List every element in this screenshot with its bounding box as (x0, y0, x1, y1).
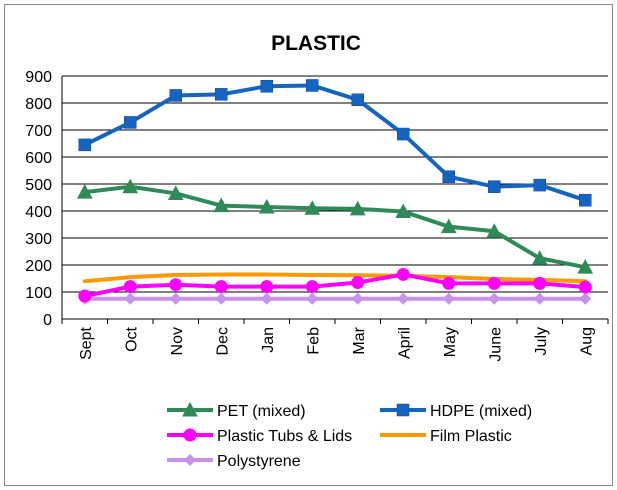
data-point (78, 289, 92, 303)
y-tick-label: 600 (25, 150, 52, 167)
data-point (579, 193, 592, 207)
y-tick-label: 900 (25, 69, 52, 86)
data-point (76, 184, 93, 199)
data-point (396, 267, 410, 281)
y-tick-label: 200 (25, 258, 52, 275)
chart-title: PLASTIC (271, 32, 361, 55)
legend-entry: Plastic Tubs & Lids (167, 428, 352, 445)
data-point (304, 200, 321, 215)
data-point (440, 218, 457, 234)
data-point (531, 250, 548, 265)
x-axis: Sept Oct Nov Dec Jan Feb Mar April May June July Au… (61, 318, 609, 362)
x-tick-label: Nov (169, 327, 186, 355)
data-point (488, 180, 501, 193)
legend-entry: HDPE (mixed) (380, 403, 532, 420)
data-point (533, 178, 546, 192)
legend-entry: PET (mixed) (167, 401, 306, 420)
data-point (260, 280, 274, 294)
data-point (533, 276, 547, 290)
data-point (396, 403, 410, 417)
y-tick-label: 0 (43, 312, 52, 329)
x-tick-label: May (442, 327, 459, 357)
legend-label: Polystyrene (217, 453, 301, 470)
data-point (124, 292, 137, 305)
y-tick-label: 400 (25, 204, 52, 221)
data-point (184, 454, 196, 466)
data-point (578, 280, 592, 294)
data-point (183, 428, 197, 442)
legend: PET (mixed) HDPE (mixed) Plastic Tubs & Li… (167, 401, 532, 470)
x-tick-label: Feb (305, 327, 322, 355)
data-point (486, 223, 503, 238)
series-plastic-tubs-lids (78, 267, 592, 303)
data-point (579, 292, 592, 305)
data-point (533, 292, 546, 305)
y-tick-label: 800 (25, 96, 52, 113)
data-point (124, 116, 137, 129)
y-axis: 0 100 200 300 400 500 600 700 800 900 (25, 69, 63, 329)
series-line (82, 272, 588, 284)
data-point (351, 93, 364, 107)
data-point (442, 276, 456, 290)
data-point (306, 79, 319, 92)
data-point (442, 170, 455, 183)
y-tick-label: 300 (25, 231, 52, 248)
data-point (123, 280, 137, 294)
data-point (397, 127, 410, 141)
data-point (213, 197, 230, 213)
data-point (122, 178, 139, 194)
data-point (258, 198, 275, 214)
x-tick-label: Sept (78, 326, 95, 359)
data-point (214, 280, 228, 294)
data-point (488, 292, 501, 305)
data-point (78, 138, 91, 152)
data-point (182, 401, 198, 417)
x-tick-label: July (533, 327, 550, 355)
x-tick-label: Aug (578, 327, 595, 355)
data-point (351, 276, 365, 290)
series-group (76, 79, 594, 305)
data-point (167, 185, 184, 200)
legend-label: PET (mixed) (217, 403, 306, 420)
x-tick-label: Mar (351, 326, 368, 354)
series-line (82, 272, 588, 299)
data-point (260, 292, 273, 305)
legend-entry: Polystyrene (167, 453, 301, 470)
data-point (397, 292, 410, 305)
data-point (260, 80, 273, 93)
legend-label: Film Plastic (430, 428, 512, 445)
series-film-plastic (82, 272, 588, 284)
data-point (349, 200, 366, 216)
data-point (215, 292, 228, 305)
series-hdpe-mixed (78, 79, 592, 207)
x-tick-label: Dec (214, 327, 231, 355)
series-line (82, 184, 588, 270)
legend-label: Plastic Tubs & Lids (217, 428, 352, 445)
data-point (215, 88, 228, 101)
series-pet-mixed (76, 178, 594, 274)
x-tick-label: Jan (260, 327, 277, 353)
series-line (82, 83, 588, 203)
data-point (306, 292, 319, 305)
data-point (577, 259, 594, 274)
x-tick-label: April (396, 327, 413, 359)
x-tick-label: June (487, 327, 504, 362)
data-point (169, 89, 182, 102)
data-point (442, 292, 455, 305)
x-tick-label: Oct (123, 326, 140, 351)
data-point (487, 276, 501, 290)
legend-label: HDPE (mixed) (430, 403, 532, 420)
data-point (305, 280, 319, 294)
y-tick-label: 100 (25, 285, 52, 302)
data-point (169, 278, 183, 292)
data-point (395, 203, 412, 219)
y-tick-label: 500 (25, 177, 52, 194)
legend-entry: Film Plastic (380, 428, 512, 445)
data-point (351, 292, 364, 305)
data-point (169, 292, 182, 305)
series-polystyrene (78, 292, 592, 305)
y-tick-label: 700 (25, 123, 52, 140)
